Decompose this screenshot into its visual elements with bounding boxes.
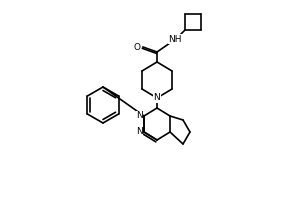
Text: N: N — [136, 128, 143, 136]
Text: N: N — [136, 112, 143, 120]
Text: NH: NH — [168, 34, 182, 44]
Text: O: O — [133, 43, 140, 51]
Text: N: N — [154, 94, 160, 102]
